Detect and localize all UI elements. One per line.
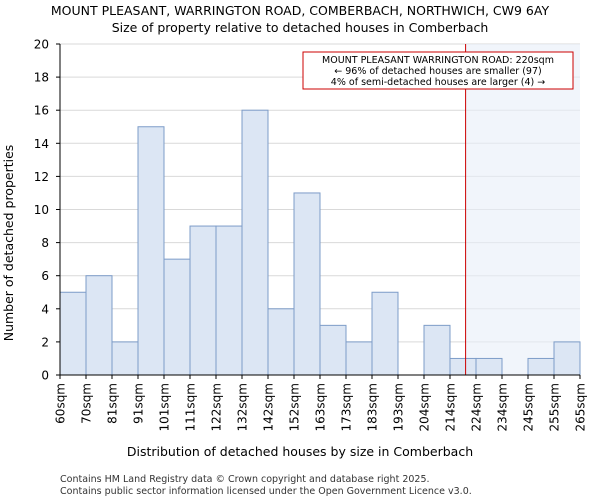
bar <box>189 225 217 376</box>
bar <box>423 324 451 376</box>
x-tick-label: 70sqm <box>80 383 94 424</box>
y-tick-label: 12 <box>34 170 49 184</box>
y-tick-label: 6 <box>41 269 49 283</box>
bar <box>293 192 321 376</box>
bar <box>137 126 165 376</box>
annotation-line-2: ← 96% of detached houses are smaller (97… <box>334 66 541 77</box>
y-tick-label: 2 <box>41 335 49 349</box>
bar <box>319 324 347 376</box>
bar <box>215 225 243 376</box>
x-tick-label: 101sqm <box>158 383 172 431</box>
chart-subtitle: Size of property relative to detached ho… <box>112 20 489 35</box>
x-tick-label: 91sqm <box>132 383 146 424</box>
x-tick-label: 122sqm <box>210 383 224 431</box>
bar <box>553 341 581 376</box>
annotation-line-3: 4% of semi-detached houses are larger (4… <box>331 77 545 88</box>
x-tick-label: 204sqm <box>418 383 432 431</box>
bar <box>241 109 269 376</box>
y-tick-label: 16 <box>34 104 49 118</box>
larger-properties-region <box>465 44 580 375</box>
footer-line-1: Contains HM Land Registry data © Crown c… <box>60 474 430 485</box>
y-tick-label: 14 <box>34 137 49 151</box>
x-tick-label: 60sqm <box>54 383 68 424</box>
x-tick-label: 111sqm <box>184 383 198 431</box>
x-tick-label: 142sqm <box>262 383 276 431</box>
y-axis-label: Number of detached properties <box>1 145 16 342</box>
bar <box>475 357 503 376</box>
bar <box>371 291 399 376</box>
x-tick-label: 255sqm <box>548 383 562 431</box>
x-tick-label: 132sqm <box>236 383 250 431</box>
y-tick-label: 20 <box>34 38 49 52</box>
x-tick-label: 224sqm <box>470 383 484 431</box>
annotation-line-1: MOUNT PLEASANT WARRINGTON ROAD: 220sqm <box>322 55 554 66</box>
x-tick-label: 245sqm <box>522 383 536 431</box>
bar <box>449 357 477 376</box>
x-axis-ticks: 60sqm 70sqm 81sqm 91sqm 101sqm 111sqm 122sqm 13… <box>54 375 588 431</box>
bar <box>267 308 295 376</box>
bar <box>111 341 139 376</box>
x-tick-label: 193sqm <box>392 383 406 431</box>
y-tick-label: 0 <box>41 369 49 383</box>
x-axis-label: Distribution of detached houses by size … <box>127 444 473 459</box>
bar <box>345 341 373 376</box>
bar <box>527 357 555 376</box>
bar <box>85 275 113 376</box>
y-tick-label: 4 <box>41 302 49 316</box>
y-axis-ticks: 0 2 4 6 8 10 12 14 16 18 20 <box>34 38 60 383</box>
y-tick-label: 18 <box>34 71 49 85</box>
bar <box>163 258 191 376</box>
x-tick-label: 265sqm <box>574 383 588 431</box>
x-tick-label: 173sqm <box>340 383 354 431</box>
footer-line-2: Contains public sector information licen… <box>60 486 472 497</box>
bars <box>59 109 581 376</box>
y-tick-label: 8 <box>41 236 49 250</box>
x-tick-label: 152sqm <box>288 383 302 431</box>
bar <box>59 291 87 376</box>
x-tick-label: 234sqm <box>496 383 510 431</box>
x-tick-label: 81sqm <box>106 383 120 424</box>
x-tick-label: 163sqm <box>314 383 328 431</box>
y-tick-label: 10 <box>34 203 49 217</box>
x-tick-label: 214sqm <box>444 383 458 431</box>
annotation-box: MOUNT PLEASANT WARRINGTON ROAD: 220sqm ←… <box>302 51 574 90</box>
chart-title: MOUNT PLEASANT, WARRINGTON ROAD, COMBERB… <box>51 3 550 18</box>
x-tick-label: 183sqm <box>366 383 380 431</box>
